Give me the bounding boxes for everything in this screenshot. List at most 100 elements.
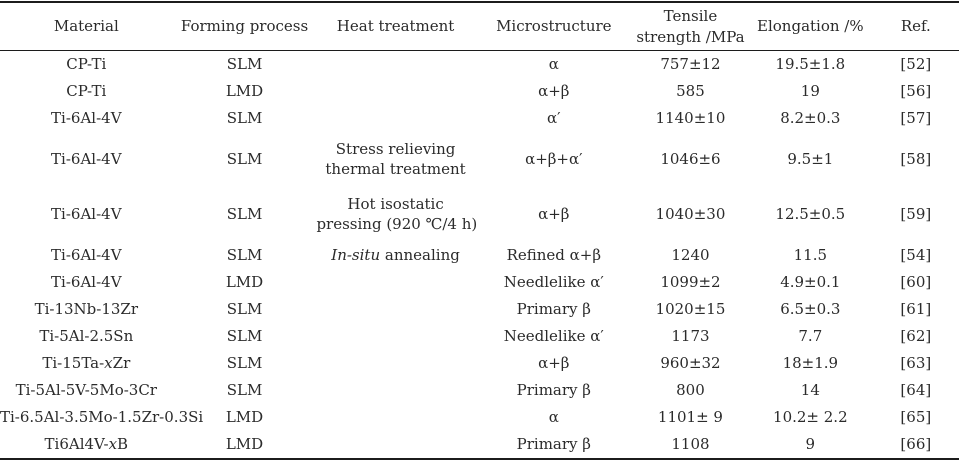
cell-ref: [65] — [900, 407, 932, 426]
header-elongation: Elongation /% — [757, 17, 864, 36]
cell-microstructure: α — [548, 54, 559, 73]
cell-elongation: 19.5±1.8 — [775, 54, 846, 73]
cell-elongation: 9.5±1 — [787, 149, 834, 168]
cell-ref: [54] — [900, 245, 932, 264]
cell-elongation: 18±1.9 — [782, 353, 839, 372]
cell-heat-treatment — [316, 323, 474, 350]
header-material: Material — [53, 17, 119, 36]
table-row: Ti-6.5Al-3.5Mo-1.5Zr-0.3Si LMD α 1101± 9 10.… — [0, 404, 959, 431]
cell-heat-treatment: In-situ annealing — [331, 245, 460, 264]
table-row: Ti-6Al-4V SLM α′ 1140±10 8.2±0.3 [57] — [0, 105, 959, 132]
cell-microstructure: α+β — [538, 204, 570, 223]
cell-tensile-strength: 800 — [676, 380, 705, 399]
cell-ref: [62] — [900, 326, 932, 345]
table-row: Ti-5Al-5V-5Mo-3Cr SLM Primary β 800 14 [64] — [0, 377, 959, 404]
cell-forming-process: SLM — [226, 299, 263, 318]
cell-forming-process: SLM — [226, 54, 263, 73]
cell-tensile-strength: 960±32 — [660, 353, 721, 372]
cell-material: CP-Ti — [66, 54, 107, 73]
header-forming-process: Forming process — [180, 17, 309, 36]
header-tensile-strength: Tensile strength /MPa — [636, 7, 745, 46]
cell-forming-process: SLM — [226, 204, 263, 223]
cell-tensile-strength: 1173 — [671, 326, 710, 345]
cell-ref: [56] — [900, 81, 932, 100]
cell-material: Ti-6Al-4V — [51, 204, 122, 223]
table-row: Ti-13Nb-13Zr SLM Primary β 1020±15 6.5±0.3 [6… — [0, 296, 959, 323]
cell-tensile-strength: 757±12 — [660, 54, 721, 73]
cell-microstructure: α+β — [538, 353, 570, 372]
cell-material: Ti-5Al-5V-5Mo-3Cr — [15, 380, 157, 399]
cell-microstructure: Needlelike α′ — [503, 326, 604, 345]
cell-heat-treatment — [316, 296, 474, 323]
cell-ref: [59] — [900, 204, 932, 223]
cell-tensile-strength: 1101± 9 — [657, 407, 723, 426]
cell-ref: [64] — [900, 380, 932, 399]
cell-tensile-strength: 1020±15 — [655, 299, 726, 318]
cell-heat-treatment — [316, 350, 474, 377]
cell-material: Ti-6Al-4V — [51, 245, 122, 264]
cell-elongation: 9 — [805, 434, 816, 453]
cell-elongation: 8.2±0.3 — [780, 108, 841, 127]
cell-tensile-strength: 1046±6 — [660, 149, 721, 168]
cell-elongation: 11.5 — [793, 245, 828, 264]
cell-microstructure: Primary β — [516, 380, 591, 399]
table-row: CP-Ti LMD α+β 585 19 [56] — [0, 78, 959, 105]
cell-heat-treatment: Hot isostatic pressing (920 ℃/4 h) — [316, 195, 478, 233]
cell-microstructure: α′ — [547, 108, 561, 127]
cell-ref: [52] — [900, 54, 932, 73]
cell-tensile-strength: 1040±30 — [655, 204, 726, 223]
table-body: CP-Ti SLM α 757±12 19.5±1.8 [52] CP-Ti LMD α+β 58… — [0, 51, 959, 460]
table-row: Ti-5Al-2.5Sn SLM Needlelike α′ 1173 7.7 [62] — [0, 323, 959, 350]
cell-material: Ti-6.5Al-3.5Mo-1.5Zr-0.3Si — [0, 407, 204, 426]
cell-forming-process: SLM — [226, 245, 263, 264]
cell-ref: [58] — [900, 149, 932, 168]
cell-elongation: 19 — [800, 81, 820, 100]
cell-ref: [66] — [900, 434, 932, 453]
cell-heat-treatment — [316, 377, 474, 404]
cell-tensile-strength: 1108 — [671, 434, 710, 453]
table-row: Ti-6Al-4V SLM Hot isostatic pressing (920 ℃… — [0, 187, 959, 242]
cell-forming-process: LMD — [225, 81, 264, 100]
table-row: Ti-6Al-4V SLM Stress relieving thermal trea… — [0, 132, 959, 187]
table-header: Material Forming process Heat treatment … — [0, 2, 959, 51]
cell-ref: [61] — [900, 299, 932, 318]
cell-elongation: 14 — [800, 380, 820, 399]
header-row: Material Forming process Heat treatment … — [0, 2, 959, 51]
cell-microstructure: α+β+α′ — [525, 149, 583, 168]
cell-material: CP-Ti — [66, 81, 107, 100]
cell-microstructure: α+β — [538, 81, 570, 100]
cell-ref: [60] — [900, 272, 932, 291]
table-row: Ti-6Al-4V SLM In-situ annealing Refined α+β… — [0, 242, 959, 269]
cell-material: Ti-13Nb-13Zr — [34, 299, 139, 318]
cell-material: Ti-5Al-2.5Sn — [39, 326, 134, 345]
cell-tensile-strength: 1240 — [671, 245, 710, 264]
header-ref: Ref. — [900, 17, 931, 36]
table-row: CP-Ti SLM α 757±12 19.5±1.8 [52] — [0, 51, 959, 79]
cell-material: Ti-6Al-4V — [51, 272, 122, 291]
cell-forming-process: SLM — [226, 149, 263, 168]
table-row: Ti6Al4V-xB LMD Primary β 1108 9 [66] — [0, 431, 959, 459]
cell-tensile-strength: 585 — [676, 81, 705, 100]
cell-elongation: 12.5±0.5 — [775, 204, 846, 223]
cell-microstructure: Refined α+β — [506, 245, 602, 264]
cell-microstructure: Needlelike α′ — [503, 272, 604, 291]
cell-material: Ti-6Al-4V — [51, 149, 122, 168]
cell-microstructure: Primary β — [516, 299, 591, 318]
cell-elongation: 10.2± 2.2 — [773, 407, 848, 426]
cell-tensile-strength: 1099±2 — [660, 272, 721, 291]
cell-heat-treatment — [316, 78, 474, 105]
header-microstructure: Microstructure — [496, 17, 612, 36]
cell-forming-process: SLM — [226, 380, 263, 399]
cell-material: Ti6Al4V-xB — [44, 434, 129, 453]
cell-tensile-strength: 1140±10 — [655, 108, 726, 127]
cell-microstructure: Primary β — [516, 434, 591, 453]
cell-ref: [57] — [900, 108, 932, 127]
table-row: Ti-15Ta-xZr SLM α+β 960±32 18±1.9 [63] — [0, 350, 959, 377]
cell-heat-treatment — [316, 431, 474, 459]
cell-forming-process: SLM — [226, 108, 263, 127]
cell-forming-process: LMD — [225, 272, 264, 291]
table-row: Ti-6Al-4V LMD Needlelike α′ 1099±2 4.9±0.1 [6… — [0, 269, 959, 296]
header-heat-treatment: Heat treatment — [336, 17, 455, 36]
